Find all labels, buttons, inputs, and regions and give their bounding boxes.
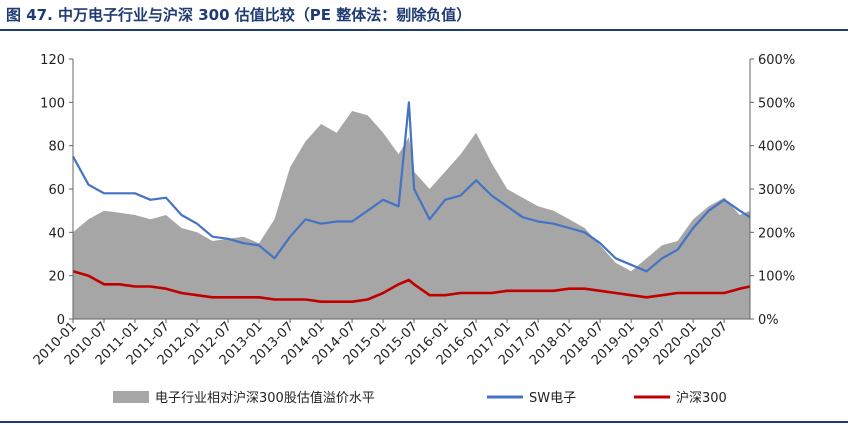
- left-tick-label: 100: [40, 96, 65, 111]
- right-tick-label: 400%: [758, 140, 795, 155]
- left-tick-label: 40: [48, 226, 65, 241]
- left-tick-label: 60: [48, 183, 65, 198]
- title-rule: [0, 29, 848, 31]
- right-tick-label: 200%: [758, 226, 795, 241]
- left-tick-label: 80: [48, 140, 65, 155]
- series-area-premium: [73, 111, 750, 319]
- plot-area: [72, 101, 751, 319]
- legend-premium-swatch: [113, 391, 149, 403]
- legend: 电子行业相对沪深300股估值溢价水平 SW电子 沪深300: [113, 390, 727, 406]
- bottom-rule: [0, 421, 848, 423]
- left-tick-label: 20: [48, 270, 65, 285]
- left-tick-label: 0: [57, 313, 65, 328]
- right-tick-label: 500%: [758, 96, 795, 111]
- legend-premium-label: 电子行业相对沪深300股估值溢价水平: [155, 390, 375, 406]
- series-line-hs300: [72, 270, 751, 303]
- right-tick-label: 100%: [758, 270, 795, 285]
- right-tick-label: 600%: [758, 53, 795, 68]
- legend-sw-label: SW电子: [529, 391, 576, 406]
- right-tick-label: 0%: [758, 313, 779, 328]
- series-line-sw: [72, 101, 751, 273]
- chart-title: 图 47. 中万电子行业与沪深 300 估值比较（PE 整体法：剔除负值）: [6, 6, 472, 24]
- legend-hs300-label: 沪深300: [676, 390, 727, 406]
- left-tick-label: 120: [40, 53, 65, 68]
- right-tick-label: 300%: [758, 183, 795, 198]
